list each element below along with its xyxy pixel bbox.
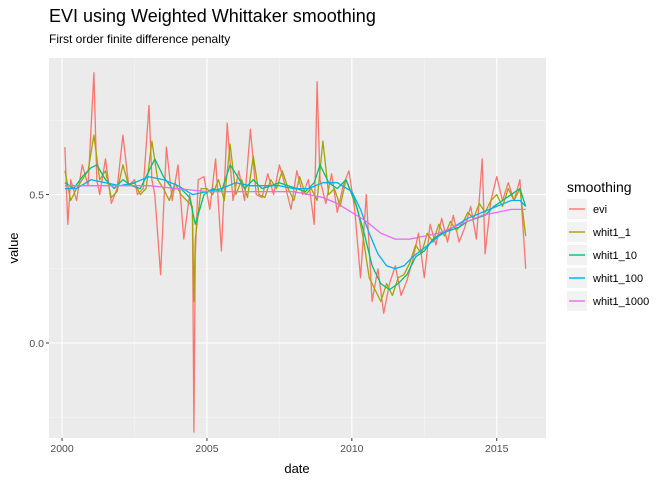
y-tick-label: 0.0 <box>29 338 44 350</box>
y-tick-label: 0.5 <box>29 190 44 202</box>
legend-label-whit1_10: whit1_10 <box>592 250 637 262</box>
grid-major <box>49 58 546 438</box>
y-axis-ticks: 0.0 0.5 <box>29 190 49 350</box>
series-group <box>64 72 527 433</box>
x-tick-label: 2010 <box>340 443 364 455</box>
legend-title: smoothing <box>567 179 632 195</box>
x-axis-title: date <box>284 461 309 476</box>
chart-subtitle: First order finite difference penalty <box>49 32 230 46</box>
plot-panel <box>49 58 546 438</box>
x-tick-label: 2015 <box>485 443 509 455</box>
legend-label-whit1_1000: whit1_1000 <box>592 296 649 308</box>
x-axis-ticks: 2000 2005 2010 2015 <box>50 438 509 455</box>
series-line-whit1_1000 <box>64 185 526 240</box>
x-tick-label: 2005 <box>195 443 219 455</box>
legend-label-whit1_100: whit1_100 <box>592 273 643 285</box>
series-line-whit1_1 <box>64 134 527 303</box>
x-tick-label: 2000 <box>50 443 74 455</box>
legend-label-evi: evi <box>593 204 607 216</box>
chart-title: EVI using Weighted Whittaker smoothing <box>49 6 376 26</box>
legend: evi whit1_1 whit1_10 whit1_100 whit1_1000 <box>567 199 649 311</box>
legend-label-whit1_1: whit1_1 <box>592 227 631 239</box>
y-axis-title: value <box>6 232 21 263</box>
